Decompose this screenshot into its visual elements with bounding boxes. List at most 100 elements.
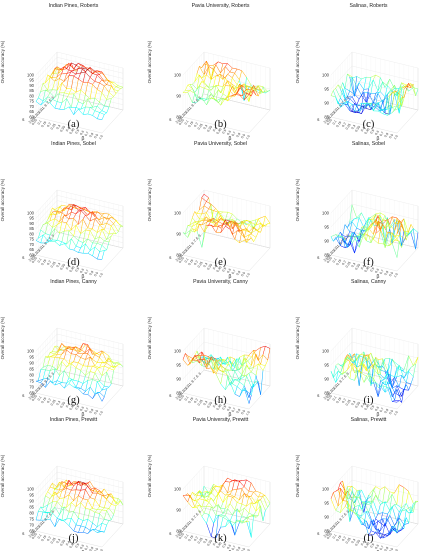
surface-mesh-segment xyxy=(343,82,345,88)
surface-mesh-segment xyxy=(206,66,208,74)
z-tick-label: 70 xyxy=(29,522,34,527)
surface-mesh-segment xyxy=(204,206,209,209)
surface-mesh-segment xyxy=(90,493,92,497)
surface-mesh-segment xyxy=(69,249,74,250)
surface-mesh-segment xyxy=(92,219,94,229)
surface-mesh-segment xyxy=(71,486,73,490)
surface-mesh-segment xyxy=(59,354,61,358)
surface-mesh-segment xyxy=(81,366,83,371)
surface-mesh-segment xyxy=(71,518,76,525)
surface-mesh-segment xyxy=(57,102,62,103)
z-tick-label: 80 xyxy=(29,510,34,515)
surface-mesh-segment xyxy=(225,64,227,67)
surface-mesh-segment xyxy=(83,215,85,219)
z-tick-label: 75 xyxy=(29,237,34,242)
surface-mesh-segment xyxy=(347,91,349,97)
z-tick-label: 85 xyxy=(29,226,34,231)
surface-mesh-segment xyxy=(413,364,415,377)
s-tick-label: 3 xyxy=(198,510,202,514)
surface-mesh-segment xyxy=(350,97,352,99)
surface-mesh-segment xyxy=(83,519,88,520)
surface-mesh-segment xyxy=(265,216,270,223)
surface-mesh-segment xyxy=(188,91,190,93)
surface-mesh-segment xyxy=(251,238,253,242)
surface-mesh-segment xyxy=(378,489,380,498)
surface-mesh-segment xyxy=(78,357,80,362)
z-tick-label: 100 xyxy=(322,72,330,77)
surface-mesh-segment xyxy=(50,356,52,357)
surface-mesh-segment xyxy=(55,108,60,109)
surface-mesh-segment xyxy=(95,527,97,529)
surface-mesh-segment xyxy=(216,486,218,487)
surface-mesh-segment xyxy=(228,72,230,74)
surface-mesh-segment xyxy=(81,72,86,73)
surface-mesh-segment xyxy=(104,241,109,242)
surface-mesh-segment xyxy=(100,245,102,251)
surface-mesh-segment xyxy=(331,492,333,498)
surface-mesh-segment xyxy=(350,205,352,223)
surface-mesh-segment xyxy=(36,238,38,240)
surface-mesh-segment xyxy=(265,346,270,348)
surface-mesh-segment xyxy=(107,107,109,113)
surface-mesh-segment xyxy=(399,511,401,517)
surface-mesh-segment xyxy=(232,371,234,380)
surface-mesh-segment xyxy=(225,521,230,527)
surface-mesh-segment xyxy=(409,224,411,232)
surface-plot: 85909510035791113151719210.050.10.150.20… xyxy=(295,0,442,137)
z-tick-label: 90 xyxy=(29,360,34,365)
surface-mesh-segment xyxy=(195,89,197,92)
surface-mesh-segment xyxy=(232,384,237,387)
surface-mesh-segment xyxy=(78,109,83,114)
z-tick-label: 95 xyxy=(176,362,181,367)
surface-mesh-segment xyxy=(55,357,60,358)
surface-mesh-segment xyxy=(78,253,83,254)
surface-mesh-segment xyxy=(104,372,106,386)
surface-mesh-segment xyxy=(218,222,223,224)
surface-plot: 85909510035791113151719210.050.10.150.20… xyxy=(295,276,442,413)
surface-mesh-segment xyxy=(230,515,232,521)
surface-mesh-segment xyxy=(88,99,93,108)
z-tick-label: 90 xyxy=(324,100,329,105)
surface-mesh-segment xyxy=(366,504,371,505)
surface-mesh-segment xyxy=(76,90,81,92)
surface-mesh-segment xyxy=(333,491,335,492)
surface-plot: 85909510035791113151719210.050.10.150.20… xyxy=(295,138,442,275)
surface-mesh-segment xyxy=(232,68,237,69)
surface-mesh-segment xyxy=(76,525,81,526)
surface-mesh-segment xyxy=(251,483,256,491)
surface-mesh-segment xyxy=(221,372,223,384)
surface-mesh-segment xyxy=(48,77,50,90)
surface-mesh-segment xyxy=(97,353,99,355)
surface-mesh-segment xyxy=(62,359,64,362)
surface-mesh-segment xyxy=(373,239,378,243)
surface-mesh-segment xyxy=(404,373,406,378)
surface-mesh-segment xyxy=(76,224,78,225)
surface-mesh-segment xyxy=(93,523,98,527)
surface-mesh-segment xyxy=(76,518,78,525)
surface-mesh-segment xyxy=(254,354,256,367)
surface-mesh-segment xyxy=(83,527,85,532)
surface-mesh-segment xyxy=(57,499,59,502)
surface-mesh-segment xyxy=(67,350,72,354)
z-tick-label: 80 xyxy=(29,93,34,98)
z-tick-label: 95 xyxy=(324,362,329,367)
surface-mesh-segment xyxy=(409,371,414,376)
z-gridline xyxy=(36,52,123,75)
z-tick-label: 80 xyxy=(29,231,34,236)
surface-mesh-segment xyxy=(90,380,92,388)
surface-mesh-segment xyxy=(69,490,71,494)
surface-mesh-segment xyxy=(235,69,237,73)
surface-mesh-segment xyxy=(62,498,64,507)
surface-mesh-segment xyxy=(116,232,118,234)
surface-mesh-segment xyxy=(88,380,93,381)
surface-mesh-segment xyxy=(406,518,408,524)
surface-mesh-segment xyxy=(197,210,199,214)
surface-mesh-segment xyxy=(60,383,65,388)
surface-mesh-segment xyxy=(74,94,79,102)
surface-mesh-segment xyxy=(104,223,106,229)
surface-mesh-segment xyxy=(218,493,223,502)
surface-mesh-segment xyxy=(230,229,232,234)
surface-mesh-segment xyxy=(256,515,258,517)
